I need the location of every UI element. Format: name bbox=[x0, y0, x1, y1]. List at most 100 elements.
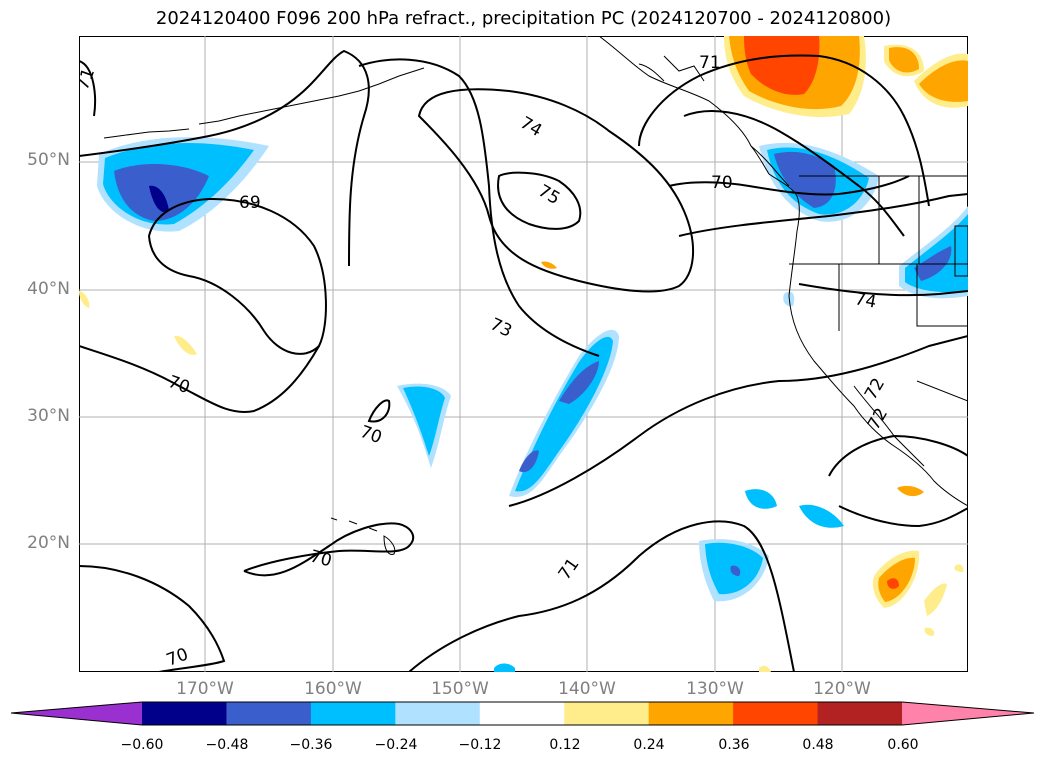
coastlines bbox=[103, 36, 968, 555]
precip-bering-peak bbox=[149, 185, 169, 213]
lat-label-50n: 50°N bbox=[27, 150, 70, 170]
contour-74 bbox=[417, 88, 695, 293]
precip-ne-orange bbox=[889, 47, 919, 73]
contour-label: 74 bbox=[517, 113, 546, 141]
colorbar-segment bbox=[395, 702, 481, 725]
colorbar-segment bbox=[733, 702, 819, 725]
contour-label: 69 bbox=[239, 193, 261, 213]
colorbar-segment bbox=[310, 702, 396, 725]
lon-label-170w: 170°W bbox=[176, 679, 234, 699]
colorbar-tick-label: −0.36 bbox=[289, 737, 333, 753]
lon-label-140w: 140°W bbox=[558, 679, 616, 699]
colorbar-tick-label: 0.36 bbox=[718, 737, 750, 753]
contour-75 bbox=[497, 171, 582, 230]
page-title: 2024120400 F096 200 hPa refract., precip… bbox=[155, 8, 892, 29]
state-borders bbox=[789, 176, 968, 402]
contour-label: 73 bbox=[487, 314, 515, 341]
contour-70-small bbox=[367, 399, 391, 423]
lon-label-150w: 150°W bbox=[431, 679, 489, 699]
precip-sw-core bbox=[730, 565, 741, 576]
contour-72-south bbox=[828, 434, 968, 477]
contour-label: 72 bbox=[864, 405, 892, 434]
contour-73-south bbox=[508, 335, 968, 507]
colorbar-tick-label: 0.12 bbox=[549, 737, 581, 753]
contour-74-pnw bbox=[683, 110, 905, 237]
colorbar-tick-label: 0.60 bbox=[887, 737, 919, 753]
baja-coast bbox=[853, 385, 925, 467]
colorbar-tick-label: −0.12 bbox=[458, 737, 502, 753]
contour-72-south2 bbox=[838, 505, 968, 528]
contour-71-pnw bbox=[638, 54, 930, 207]
contour-label: 71 bbox=[555, 555, 584, 584]
precip-ne2-orange bbox=[919, 60, 968, 102]
map-plot[interactable]: 71 74 75 69 73 70 70 70 70 71 71 74 72 7… bbox=[79, 36, 968, 672]
contour-label: 71 bbox=[699, 53, 721, 73]
contour-71-nw bbox=[79, 60, 97, 117]
precip-baja bbox=[897, 485, 924, 497]
contour-label: 75 bbox=[535, 181, 564, 209]
colorbar-tick-label: 0.24 bbox=[633, 737, 665, 753]
precip-negative-shading bbox=[97, 137, 968, 672]
refractivity-contours bbox=[79, 49, 968, 672]
colorbar-segment bbox=[648, 702, 734, 725]
bc-coast bbox=[750, 145, 800, 232]
contour-label: 70 bbox=[711, 173, 733, 193]
contour-73 bbox=[358, 58, 600, 357]
precip-subtropic-mid bbox=[403, 386, 445, 456]
contour-label: 70 bbox=[308, 547, 334, 572]
colorbar-segment bbox=[226, 702, 312, 725]
lon-label-130w: 130°W bbox=[686, 679, 744, 699]
colorbar-segment bbox=[817, 702, 903, 725]
us-west-coast bbox=[788, 230, 968, 507]
precip-small-yellow-5 bbox=[924, 627, 935, 636]
contour-71-south bbox=[408, 520, 795, 672]
colorbar-segment bbox=[479, 702, 565, 725]
colorbar-tick-label: −0.48 bbox=[205, 737, 249, 753]
contour-70-outer bbox=[79, 49, 370, 267]
lat-label-20n: 20°N bbox=[27, 533, 70, 553]
lon-label-120w: 120°W bbox=[813, 679, 871, 699]
lon-label-160w: 160°W bbox=[304, 679, 362, 699]
precip-mexico2 bbox=[924, 583, 947, 616]
colorbar-tick-label: 0.48 bbox=[802, 737, 834, 753]
precip-small-yellow-2 bbox=[174, 335, 197, 355]
precip-positive-shading bbox=[79, 36, 968, 672]
precip-small-yellow-1 bbox=[79, 291, 90, 308]
contour-inner-west bbox=[798, 283, 968, 297]
contour-69 bbox=[147, 197, 327, 355]
colorbar-segment bbox=[142, 702, 227, 725]
precip-small-2 bbox=[799, 504, 844, 528]
colorbar-extend-max bbox=[902, 702, 1034, 725]
contour-70-south bbox=[79, 565, 226, 672]
contour-label: 70 bbox=[357, 422, 384, 448]
contour-label: 71 bbox=[79, 66, 99, 93]
colorbar-segments bbox=[11, 702, 1034, 725]
precip-mexico-red bbox=[887, 578, 899, 589]
precip-small-1 bbox=[745, 489, 777, 509]
contour-70-hawaii bbox=[243, 522, 415, 577]
precip-small-3 bbox=[494, 663, 515, 672]
precip-small-yellow-4 bbox=[954, 564, 964, 572]
colorbar-tick-label: −0.24 bbox=[374, 737, 418, 753]
contour-70-west bbox=[79, 345, 320, 413]
contour-label: 74 bbox=[853, 289, 878, 312]
contour-72 bbox=[678, 193, 968, 237]
contour-label: 70 bbox=[165, 372, 192, 398]
colorbar-segment bbox=[564, 702, 650, 725]
colorbar bbox=[10, 701, 1035, 726]
alaska-coast bbox=[598, 36, 790, 187]
precip-canada-red bbox=[744, 36, 820, 95]
contour-70-pnw bbox=[668, 175, 910, 196]
aleutians bbox=[103, 67, 425, 139]
precip-central-band-core bbox=[519, 361, 599, 473]
hawaii-islands bbox=[330, 517, 396, 555]
lat-label-30n: 30°N bbox=[27, 406, 70, 426]
lat-label-40n: 40°N bbox=[27, 279, 70, 299]
colorbar-outline bbox=[10, 701, 1035, 726]
precip-small-yellow-3 bbox=[541, 261, 557, 269]
precip-small-yellow-6 bbox=[759, 665, 771, 672]
precip-oregon-coast bbox=[783, 291, 795, 307]
colorbar-tick-label: −0.60 bbox=[120, 737, 164, 753]
contour-label: 72 bbox=[861, 375, 889, 404]
colorbar-extend-min bbox=[11, 702, 142, 725]
